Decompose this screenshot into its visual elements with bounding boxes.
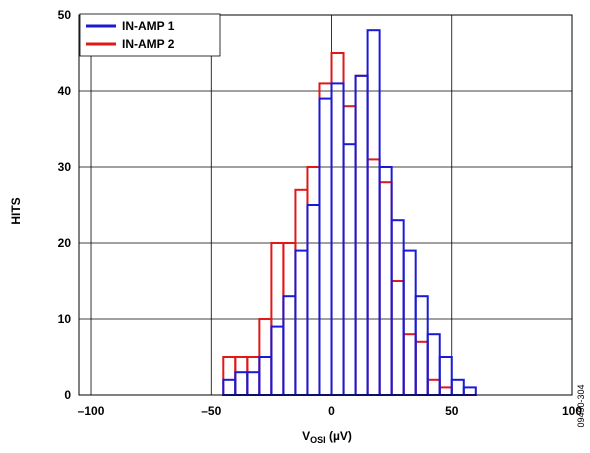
bar-in-amp-2-9 bbox=[330, 52, 345, 396]
bar-in-amp-1-10 bbox=[342, 143, 357, 396]
bar-in-amp-2-14 bbox=[390, 280, 405, 396]
x-axis-label-sub: OSI bbox=[310, 435, 326, 445]
bar-in-amp-1-11 bbox=[354, 74, 369, 397]
bar-in-amp-2-15 bbox=[402, 333, 417, 397]
x-axis-label-main: V bbox=[302, 429, 310, 443]
x-tick-label-1: –50 bbox=[201, 404, 221, 418]
y-tick-labels: 0 10 20 30 40 50 bbox=[58, 8, 72, 402]
bar-in-amp-2-6 bbox=[294, 188, 309, 396]
bar-in-amp-1-17 bbox=[426, 333, 441, 397]
grid bbox=[79, 14, 573, 396]
bar-in-amp-2-11 bbox=[354, 74, 369, 397]
bar-in-amp-1-1 bbox=[234, 371, 249, 397]
x-tick-labels: –100 –50 0 50 100 bbox=[78, 404, 583, 418]
plot-frame bbox=[78, 14, 573, 396]
bar-in-amp-1-0 bbox=[222, 378, 237, 396]
bar-in-amp-2-8 bbox=[318, 82, 333, 397]
bar-in-amp-2-0 bbox=[222, 356, 237, 396]
x-tick-label-2: 0 bbox=[328, 404, 335, 418]
bar-in-amp-2-7 bbox=[306, 166, 321, 396]
bar-in-amp-1-5 bbox=[282, 295, 297, 397]
y-tick-label-0: 0 bbox=[64, 388, 71, 402]
x-axis-label-unit: (µV) bbox=[326, 429, 352, 443]
bar-in-amp-1-4 bbox=[270, 325, 285, 397]
y-axis-label: HITS bbox=[9, 197, 23, 224]
bar-in-amp-1-12 bbox=[366, 29, 381, 396]
bar-in-amp-2-10 bbox=[342, 105, 357, 396]
bar-in-amp-2-18 bbox=[438, 386, 453, 396]
y-tick-label-1: 10 bbox=[58, 312, 72, 326]
x-tick-label-4: 100 bbox=[562, 404, 582, 418]
bar-in-amp-1-16 bbox=[414, 295, 429, 397]
bar-in-amp-1-18 bbox=[438, 356, 453, 396]
bar-in-amp-1-9 bbox=[330, 82, 345, 397]
series-in-amp-1-bars bbox=[222, 29, 477, 397]
x-axis-label: VOSI (µV) bbox=[302, 429, 352, 445]
legend-label-in-amp-1: IN-AMP 1 bbox=[122, 19, 175, 33]
bar-in-amp-1-3 bbox=[258, 356, 273, 396]
y-tick-label-2: 20 bbox=[58, 236, 72, 250]
bar-in-amp-1-7 bbox=[306, 204, 321, 396]
legend: IN-AMP 1 IN-AMP 2 bbox=[79, 13, 221, 57]
series-in-amp-2-bars bbox=[222, 52, 453, 397]
bar-in-amp-2-1 bbox=[234, 356, 249, 396]
bar-in-amp-1-8 bbox=[318, 97, 333, 396]
bar-in-amp-1-6 bbox=[294, 249, 309, 396]
figure-code: 09490-304 bbox=[576, 384, 586, 427]
bar-in-amp-2-2 bbox=[246, 356, 261, 396]
bar-in-amp-1-14 bbox=[390, 219, 405, 396]
legend-box bbox=[79, 13, 221, 57]
bar-in-amp-1-15 bbox=[402, 249, 417, 396]
bar-in-amp-1-20 bbox=[462, 386, 477, 396]
x-tick-label-0: –100 bbox=[78, 404, 105, 418]
bar-in-amp-1-2 bbox=[246, 371, 261, 397]
y-tick-label-4: 40 bbox=[58, 84, 72, 98]
x-tick-label-3: 50 bbox=[445, 404, 459, 418]
bar-in-amp-2-17 bbox=[426, 378, 441, 396]
bar-in-amp-2-13 bbox=[378, 181, 393, 396]
bar-in-amp-1-19 bbox=[450, 378, 465, 396]
bar-in-amp-2-12 bbox=[366, 158, 381, 396]
y-tick-label-5: 50 bbox=[58, 8, 72, 22]
bar-in-amp-1-13 bbox=[378, 166, 393, 396]
bar-in-amp-2-16 bbox=[414, 340, 429, 396]
legend-label-in-amp-2: IN-AMP 2 bbox=[122, 37, 175, 51]
y-tick-label-3: 30 bbox=[58, 160, 72, 174]
